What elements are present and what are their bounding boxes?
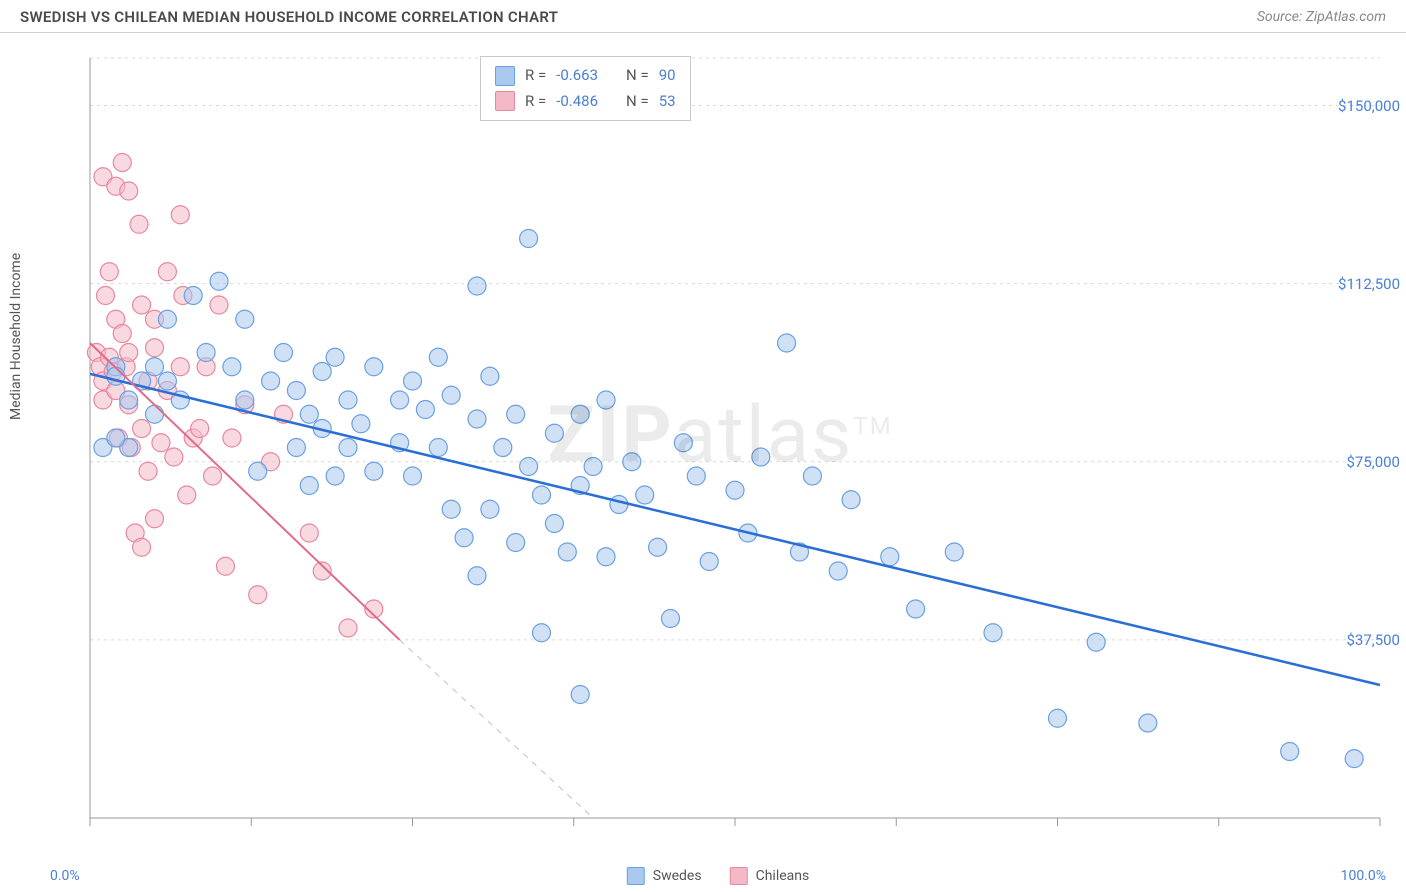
legend-item: Swedes [627,867,702,885]
legend-item: Chileans [730,867,810,885]
chart-area: ZIPatlasTM [50,50,1390,830]
stat-r-label: R = [525,63,546,89]
stats-swatch [495,66,515,86]
x-axis-max: 100.0% [1341,868,1386,884]
chart-header: SWEDISH VS CHILEAN MEDIAN HOUSEHOLD INCO… [0,0,1406,33]
stats-row: R = -0.663 N = 90 [495,63,676,89]
y-tick-label: $150,000 [1338,97,1400,115]
stats-row: R = -0.486 N = 53 [495,89,676,115]
stat-n-value: 90 [659,63,676,89]
stat-n-label: N = [626,89,649,115]
stat-r-label: R = [525,89,546,115]
stats-box: R = -0.663 N = 90 R = -0.486 N = 53 [480,56,691,121]
chart-footer: 0.0% Swedes Chileans 100.0% [50,868,1386,884]
legend-label: Swedes [653,868,702,884]
chart-title: SWEDISH VS CHILEAN MEDIAN HOUSEHOLD INCO… [20,8,558,26]
y-axis-label: Median Household Income [8,253,24,420]
y-tick-label: $37,500 [1346,631,1400,649]
y-tick-label: $75,000 [1346,453,1400,471]
legend-label: Chileans [756,868,810,884]
legend-swatch [627,867,645,885]
stats-swatch [495,91,515,111]
bottom-legend: Swedes Chileans [627,867,809,885]
x-axis-min: 0.0% [50,868,80,884]
stat-n-value: 53 [659,89,676,115]
stat-n-label: N = [626,63,649,89]
stat-r-value: -0.486 [556,89,598,115]
chart-svg [50,50,1390,830]
stat-r-value: -0.663 [556,63,598,89]
legend-swatch [730,867,748,885]
chart-source: Source: ZipAtlas.com [1257,9,1386,25]
y-tick-label: $112,500 [1338,275,1400,293]
